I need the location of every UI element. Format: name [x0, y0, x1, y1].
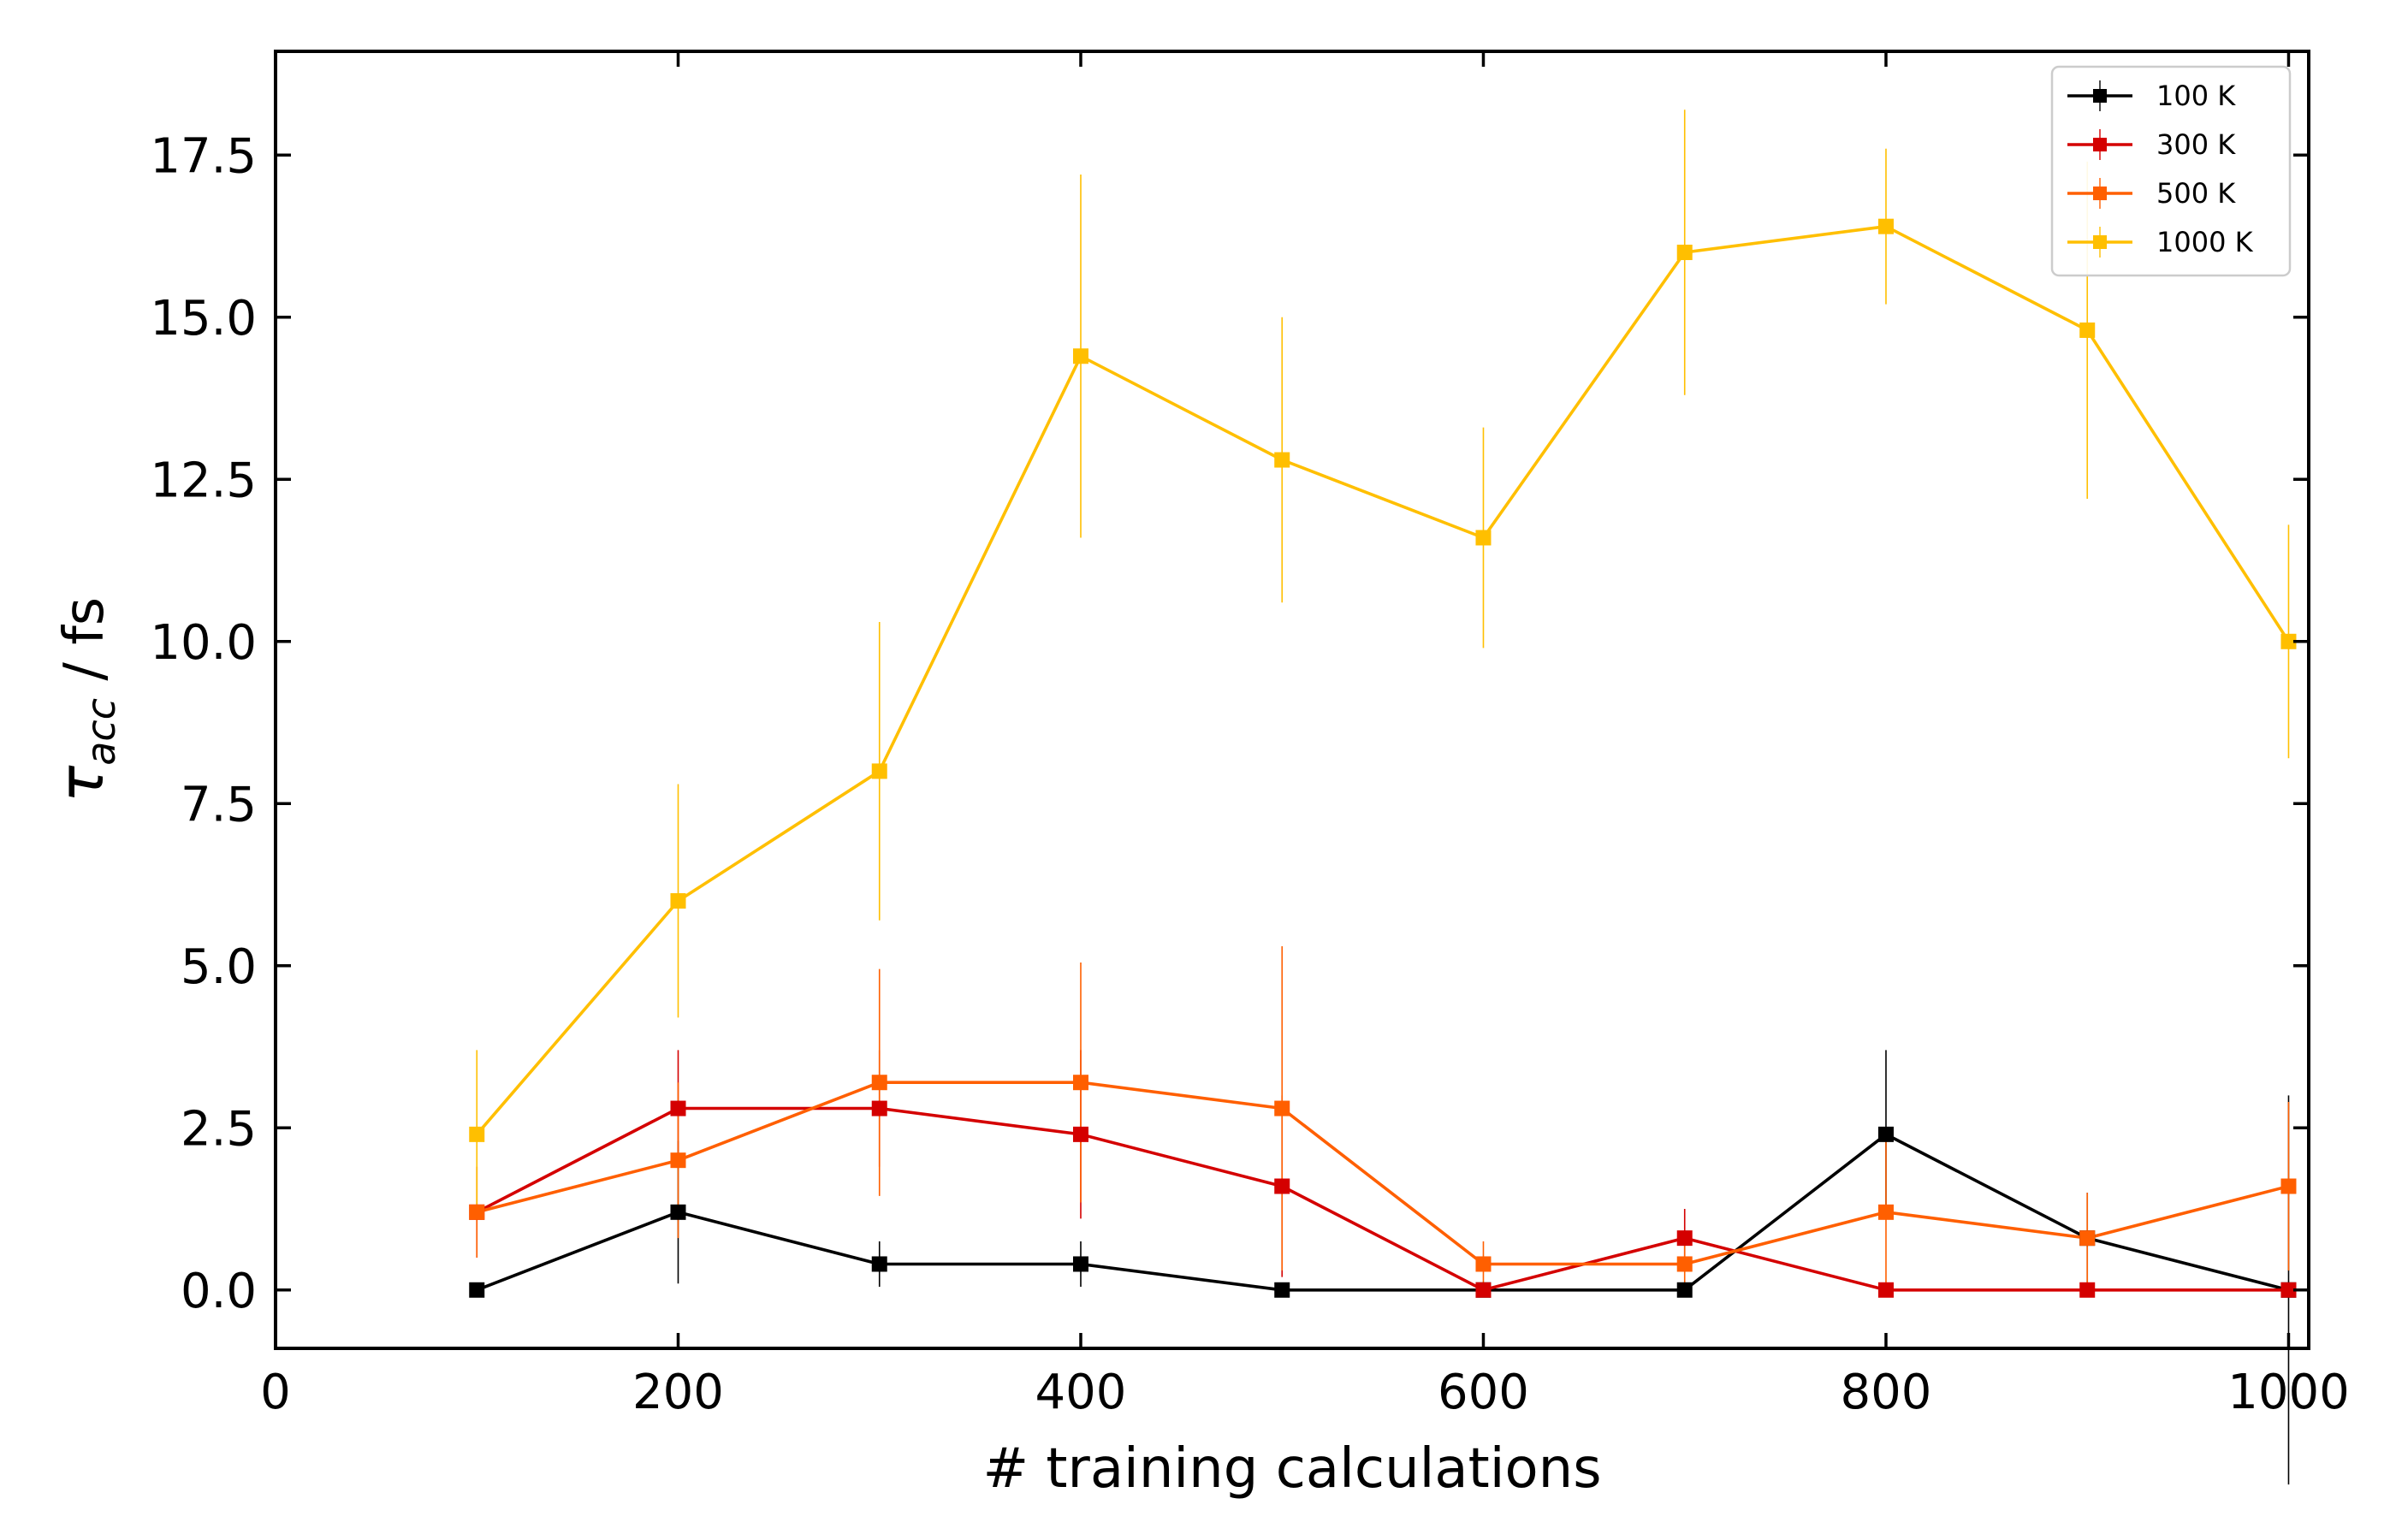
legend: 100 K 300 K 500 K 1000 K: [2050, 65, 2292, 277]
data-point-300-k: [1072, 1126, 1088, 1142]
legend-label: 500 K: [2156, 177, 2236, 210]
y-tick-label: 7.5: [181, 777, 257, 832]
plot-frame: [274, 50, 2310, 1350]
data-point-100-k: [1274, 1282, 1290, 1298]
legend-label: 300 K: [2156, 128, 2236, 161]
legend-swatch-marker: [2093, 235, 2107, 249]
data-point-1000-k: [1877, 218, 1894, 234]
series-markers: [469, 218, 2297, 1298]
data-point-500-k: [469, 1204, 485, 1220]
legend-label: 1000 K: [2156, 226, 2254, 258]
legend-item-1000-k: 1000 K: [2067, 226, 2254, 258]
data-point-100-k: [1877, 1126, 1894, 1142]
series-line-1000-k: [475, 224, 2291, 1136]
data-point-300-k: [1877, 1282, 1894, 1298]
x-tick-label: 1000: [2227, 1365, 2350, 1420]
data-point-500-k: [1274, 1100, 1290, 1116]
data-point-300-k: [1274, 1178, 1290, 1194]
data-point-100-k: [670, 1204, 686, 1220]
series-line-500-k: [476, 1081, 2289, 1266]
data-point-1000-k: [670, 892, 686, 909]
data-point-100-k: [469, 1282, 485, 1298]
y-axis-title-unit: / fs: [53, 597, 116, 698]
y-axis-title-symbol: τ: [45, 765, 117, 803]
x-tick-label: 200: [632, 1365, 724, 1420]
data-point-1000-k: [2079, 322, 2096, 338]
x-tick-label: 0: [260, 1365, 291, 1420]
legend-swatch-marker: [2093, 138, 2107, 151]
data-point-1000-k: [1072, 348, 1088, 364]
data-point-1000-k: [469, 1126, 485, 1142]
x-tick-label: 400: [1035, 1365, 1127, 1420]
data-point-500-k: [871, 1075, 887, 1091]
y-tick-label: 10.0: [150, 615, 257, 671]
legend-item-100-k: 100 K: [2067, 80, 2236, 112]
y-axis-title-subscript: acc: [78, 698, 124, 766]
legend-swatch-marker: [2093, 89, 2107, 103]
y-tick-label: 5.0: [181, 939, 257, 995]
data-point-500-k: [1676, 1256, 1693, 1272]
data-point-500-k: [2079, 1230, 2096, 1247]
data-point-500-k: [2280, 1178, 2297, 1194]
data-point-500-k: [1475, 1256, 1492, 1272]
data-point-300-k: [2280, 1282, 2297, 1298]
data-point-300-k: [2079, 1282, 2096, 1298]
y-tick-label: 17.5: [150, 128, 257, 184]
x-axis-title: # training calculations: [982, 1437, 1601, 1501]
legend-swatch-marker: [2093, 187, 2107, 200]
data-point-100-k: [871, 1256, 887, 1272]
data-point-1000-k: [2280, 633, 2297, 649]
data-point-100-k: [1072, 1256, 1088, 1272]
legend-item-300-k: 300 K: [2067, 128, 2236, 161]
data-point-1000-k: [1274, 452, 1290, 468]
series-line-100-k: [476, 1133, 2289, 1292]
x-tick-label: 800: [1841, 1365, 1932, 1420]
data-point-300-k: [1676, 1230, 1693, 1247]
y-axis-title: τacc / fs: [45, 597, 124, 803]
legend-label: 100 K: [2156, 80, 2236, 112]
data-point-300-k: [871, 1100, 887, 1116]
data-point-100-k: [1676, 1282, 1693, 1298]
data-point-500-k: [670, 1152, 686, 1169]
y-tick-label: 12.5: [150, 453, 257, 508]
data-point-500-k: [1072, 1075, 1088, 1091]
data-point-300-k: [1475, 1282, 1492, 1298]
axis-ticks: 0 200 400 600 800 1000 0.0 2.5 5.0 7.5 10.0 12.5 15.…: [150, 51, 2350, 1420]
data-point-1000-k: [871, 763, 887, 779]
x-tick-label: 600: [1438, 1365, 1529, 1420]
legend-item-500-k: 500 K: [2067, 177, 2236, 210]
y-tick-label: 2.5: [181, 1101, 257, 1157]
y-tick-label: 15.0: [150, 291, 257, 346]
y-tick-label: 0.0: [181, 1264, 257, 1319]
data-point-1000-k: [1676, 244, 1693, 260]
data-point-500-k: [1877, 1204, 1894, 1220]
legend-box: [2050, 65, 2292, 277]
data-point-300-k: [670, 1100, 686, 1116]
series-lines: [475, 224, 2291, 1292]
data-point-1000-k: [1475, 530, 1492, 546]
series-line-300-k: [476, 1106, 2289, 1292]
